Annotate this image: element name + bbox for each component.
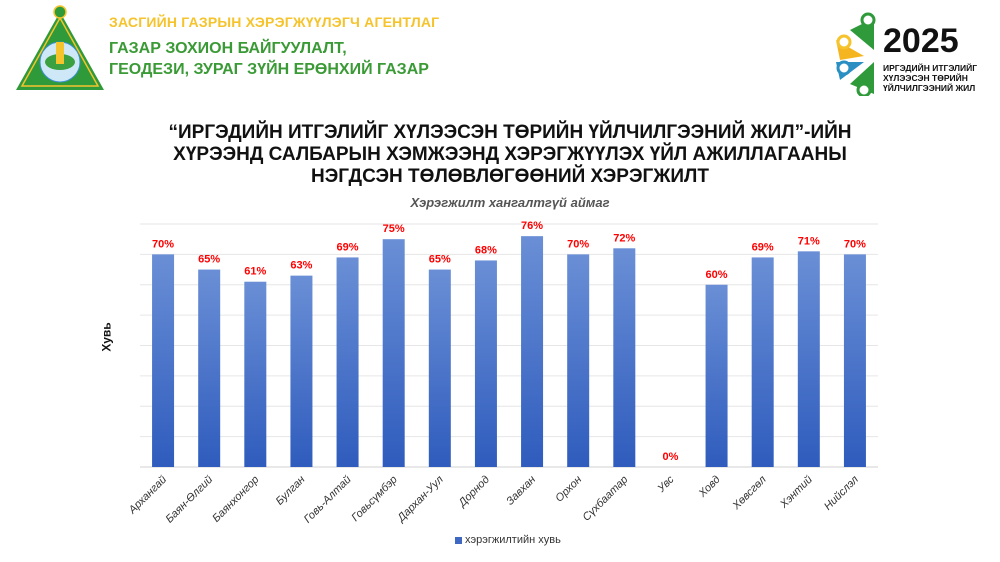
bar [428,269,451,467]
data-label: 71% [798,235,820,247]
x-tick-label: Дархан-Уул [394,474,446,526]
x-tick-label: Баянхонгор [210,474,261,525]
x-tick-label: Говьсүмбэр [349,474,399,524]
data-label: 68% [475,244,497,256]
bar [751,257,774,467]
data-label: 65% [429,254,451,266]
data-label: 75% [383,223,405,235]
x-tick-label: Дорнод [455,474,492,511]
x-tick-label: Нийслэл [822,474,861,513]
legend: хэрэгжилтийн хувь [455,534,561,546]
agency-logo [16,5,104,90]
data-label: 69% [752,241,774,253]
x-tick-label: Баян-Өлгий [163,474,215,526]
data-label: 76% [521,220,543,232]
legend-label: хэрэгжилтийн хувь [465,534,561,546]
data-label: 72% [613,232,635,244]
org-name-line2: ГЕОДЕЗИ, ЗУРАГ ЗҮЙН ЕРӨНХИЙ ГАЗАР [109,61,429,78]
bar [843,254,866,467]
slide-title-line3: НЭГДСЭН ТӨЛӨВЛӨГӨӨНИЙ ХЭРЭГЖИЛТ [311,166,709,187]
bar [705,284,728,467]
logo-subtitle-line2: ХҮЛЭЭСЭН ТӨРИЙН [883,73,968,83]
org-parent-name: ЗАСГИЙН ГАЗРЫН ХЭРЭГЖҮҮЛЭГЧ АГЕНТЛАГ [109,14,440,30]
bar [290,275,313,467]
bar [521,236,544,467]
x-tick-label: Хэнтий [777,474,815,512]
org-name-line1: ГАЗАР ЗОХИОН БАЙГУУЛАЛТ, [109,40,347,57]
chart-title: Хэрэгжилт хангалтгүй аймаг [410,195,610,210]
logo-subtitle-line1: ИРГЭДИЙН ИТГЭЛИЙГ [883,63,978,73]
bar [244,281,267,467]
data-label: 70% [567,238,589,250]
slide-title-line1: “ИРГЭДИЙН ИТГЭЛИЙГ ХҮЛЭЭСЭН ТӨРИЙН ҮЙЛЧИ… [168,122,852,143]
x-tick-label: Ховд [696,474,723,501]
bar [198,269,221,467]
x-tick-label: Завхан [504,474,538,508]
x-tick-label: Сүхбаатар [580,474,630,524]
x-tick-label: Орхон [553,474,584,505]
bar [567,254,590,467]
data-label: 61% [244,266,266,278]
data-label: 69% [337,241,359,253]
x-tick-label: Булган [274,474,308,508]
org-name: ГАЗАР ЗОХИОН БАЙГУУЛАЛТ, ГЕОДЕЗИ, ЗУРАГ … [109,38,429,80]
bar [152,254,175,467]
slide-title: “ИРГЭДИЙН ИТГЭЛИЙГ ХҮЛЭЭСЭН ТӨРИЙН ҮЙЛЧИ… [140,122,880,188]
data-label: 65% [198,254,220,266]
x-tick-label: Хөвсгөл [730,474,769,513]
data-label: 70% [152,238,174,250]
slide-title-line2: ХҮРЭЭНД САЛБАРЫН ХЭМЖЭЭНД ХЭРЭГЖҮҮЛЭХ ҮЙ… [173,144,847,165]
logo-subtitle: ИРГЭДИЙН ИТГЭЛИЙГ ХҮЛЭЭСЭН ТӨРИЙН ҮЙЛЧИЛ… [883,63,977,93]
logo-year: 2025 [883,22,959,60]
bar [613,248,636,467]
data-label: 60% [706,269,728,281]
data-label: 0% [662,451,678,463]
bar [797,251,820,467]
x-tick-label: Увс [655,473,677,495]
logo-subtitle-line3: ҮЙЛЧИЛГЭЭНИЙ ЖИЛ [883,83,976,93]
bar [382,239,405,467]
x-tick-label: Архангай [126,474,169,517]
data-label: 70% [844,238,866,250]
bar [474,260,497,467]
legend-swatch [455,536,462,544]
bar [336,257,359,467]
data-label: 63% [290,260,312,272]
year-logo-icon [836,12,876,96]
x-tick-label: Говь-Алтай [302,474,354,526]
